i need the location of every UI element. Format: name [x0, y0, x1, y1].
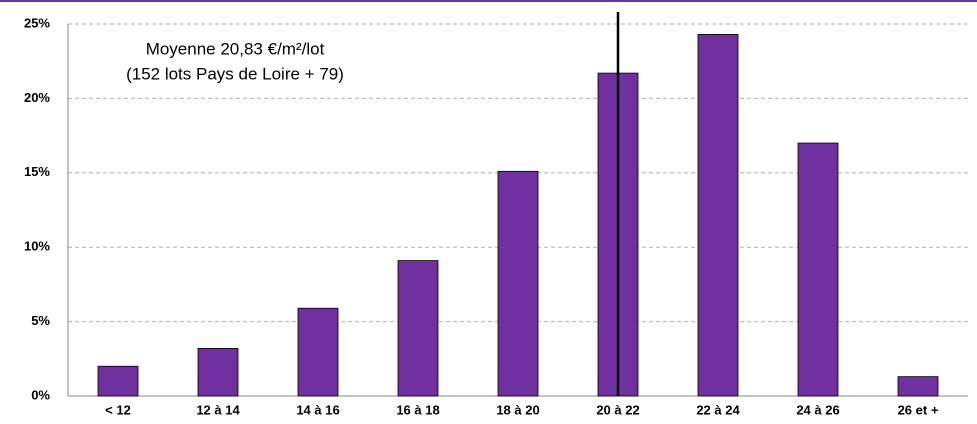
x-tick-label: 14 à 16: [296, 402, 339, 417]
bar: [197, 347, 239, 397]
annotation: (152 lots Pays de Loire + 79): [126, 64, 344, 83]
x-tick-label: 26 et +: [898, 402, 939, 417]
bar: [897, 376, 939, 397]
x-tick-label: 12 à 14: [196, 402, 240, 417]
x-tick-label: 22 à 24: [696, 402, 740, 417]
x-tick-label: 20 à 22: [596, 402, 639, 417]
bar: [297, 307, 339, 397]
y-tick-label: 25%: [24, 15, 50, 30]
y-tick-label: 20%: [24, 90, 50, 105]
y-tick-label: 0%: [31, 387, 50, 402]
x-tick-label: 16 à 18: [396, 402, 439, 417]
y-tick-label: 15%: [24, 164, 50, 179]
bar: [697, 34, 739, 397]
bar: [797, 142, 839, 397]
x-tick-label: 24 à 26: [796, 402, 839, 417]
x-tick-label: 18 à 20: [496, 402, 539, 417]
bar: [497, 170, 539, 397]
bar: [397, 260, 439, 397]
bar: [97, 365, 139, 397]
y-tick-label: 10%: [24, 239, 50, 254]
annotation: Moyenne 20,83 €/m²/lot: [146, 39, 325, 58]
x-tick-label: < 12: [105, 402, 131, 417]
y-tick-label: 5%: [31, 313, 50, 328]
